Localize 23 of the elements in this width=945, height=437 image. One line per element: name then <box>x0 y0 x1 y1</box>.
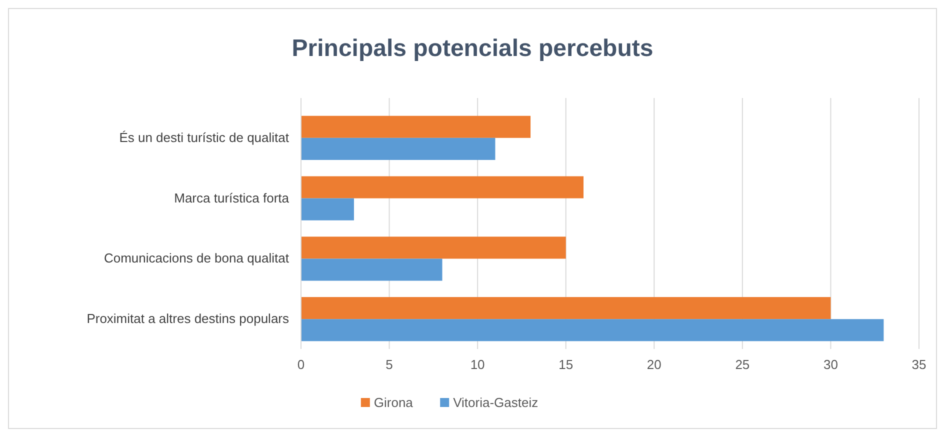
y-tick-label: Comunicacions de bona qualitat <box>104 250 290 266</box>
x-tick-label: 5 <box>386 357 393 372</box>
bar <box>301 116 531 138</box>
x-tick-label: 25 <box>735 357 750 372</box>
y-tick-label: Proximitat a altres destins populars <box>86 311 290 326</box>
x-tick-label: 30 <box>823 357 838 372</box>
y-tick-label: És un desti turístic de qualitat <box>119 130 290 145</box>
bar <box>301 138 496 160</box>
x-tick-label: 10 <box>470 357 485 372</box>
x-tick-label: 0 <box>297 357 305 372</box>
bar <box>301 258 442 281</box>
x-tick-label: 20 <box>646 357 662 372</box>
bar <box>301 236 566 259</box>
bar <box>301 176 584 198</box>
bar <box>301 297 831 320</box>
chart-title: Principals potencials percebuts <box>292 35 654 62</box>
bar <box>301 198 354 220</box>
x-tick-label: 35 <box>912 357 926 372</box>
legend-label: Girona <box>374 395 414 410</box>
x-tick-label: 15 <box>558 357 574 372</box>
legend-label: Vitoria-Gasteiz <box>453 395 538 410</box>
y-tick-label: Marca turística forta <box>174 190 290 206</box>
bar <box>301 319 884 342</box>
